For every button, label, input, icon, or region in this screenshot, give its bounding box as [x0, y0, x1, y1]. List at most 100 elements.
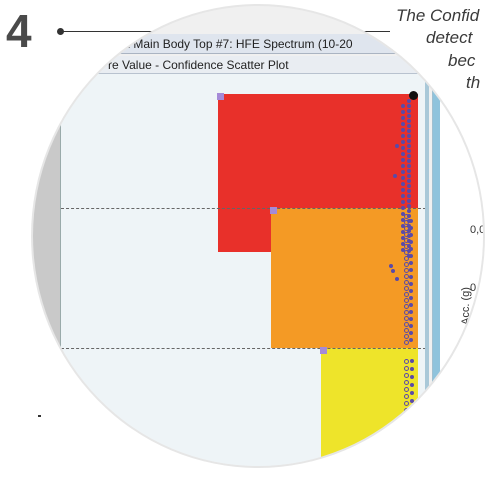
data-point	[407, 119, 411, 123]
data-point	[404, 380, 409, 385]
data-point	[407, 144, 411, 148]
data-point	[410, 359, 414, 363]
side-chart-area: Acc. (g) 0,00 0,00 0,000	[440, 60, 483, 466]
data-point	[401, 104, 405, 108]
left-panel	[33, 74, 60, 466]
data-point	[410, 367, 414, 371]
zone-marker-red	[217, 93, 224, 100]
data-point	[404, 401, 409, 406]
data-point	[410, 423, 414, 427]
data-point	[404, 373, 409, 378]
data-point	[407, 104, 411, 108]
data-point	[410, 463, 414, 466]
data-point	[409, 331, 413, 335]
data-point	[407, 199, 411, 203]
data-point	[409, 226, 413, 230]
data-point	[401, 146, 405, 150]
data-point	[409, 338, 413, 342]
data-point	[410, 391, 414, 395]
data-point	[407, 109, 411, 113]
data-point	[409, 240, 413, 244]
data-point	[401, 194, 405, 198]
data-point	[401, 200, 405, 204]
data-point	[401, 164, 405, 168]
data-point	[393, 174, 397, 178]
data-point	[407, 174, 411, 178]
data-point	[401, 206, 405, 210]
data-point	[404, 359, 409, 364]
data-point	[410, 439, 414, 443]
zone-yellow	[321, 348, 418, 466]
data-point	[401, 170, 405, 174]
data-point	[407, 194, 411, 198]
data-point	[401, 158, 405, 162]
data-point	[404, 422, 409, 427]
data-point	[407, 164, 411, 168]
data-point	[410, 407, 414, 411]
data-point	[407, 169, 411, 173]
data-point	[409, 289, 413, 293]
data-point	[407, 209, 411, 213]
data-point	[404, 366, 409, 371]
data-point	[404, 436, 409, 441]
data-point	[401, 140, 405, 144]
data-point	[410, 375, 414, 379]
side-tick-1: 0,00	[470, 224, 483, 236]
data-point	[409, 324, 413, 328]
data-point	[407, 99, 411, 103]
data-point	[407, 124, 411, 128]
data-point	[401, 134, 405, 138]
data-point	[404, 415, 409, 420]
data-point	[401, 116, 405, 120]
data-point	[395, 277, 399, 281]
data-point	[404, 394, 409, 399]
data-point	[404, 457, 409, 462]
threshold-line-2	[61, 348, 426, 349]
data-point	[407, 184, 411, 188]
data-point	[401, 188, 405, 192]
data-point	[391, 269, 395, 273]
data-point	[401, 110, 405, 114]
data-point	[410, 455, 414, 459]
data-point	[409, 296, 413, 300]
data-point	[404, 214, 409, 219]
data-point	[401, 122, 405, 126]
scatter-plot-area[interactable]	[60, 74, 426, 466]
data-point	[389, 264, 393, 268]
data-point	[401, 182, 405, 186]
data-point	[409, 310, 413, 314]
data-point	[404, 429, 409, 434]
data-point	[407, 179, 411, 183]
step-number: 4	[6, 8, 32, 54]
data-point	[407, 139, 411, 143]
side-tick-2: 0,00	[470, 282, 483, 294]
data-point	[409, 233, 413, 237]
data-point	[410, 447, 414, 451]
data-point	[410, 399, 414, 403]
data-point	[401, 152, 405, 156]
data-point	[404, 450, 409, 455]
data-point	[404, 464, 409, 466]
data-point	[407, 134, 411, 138]
zone-marker-orange	[270, 207, 277, 214]
magnifier-lens: arbox Main Body Top #7: HFE Spectrum (10…	[33, 6, 483, 466]
data-point	[404, 443, 409, 448]
data-point	[409, 268, 413, 272]
window-title: arbox Main Body Top #7: HFE Spectrum (10…	[33, 34, 450, 54]
data-point	[410, 431, 414, 435]
data-point	[401, 176, 405, 180]
data-point	[409, 247, 413, 251]
data-point	[409, 254, 413, 258]
data-point	[407, 154, 411, 158]
data-point	[407, 189, 411, 193]
data-point	[409, 317, 413, 321]
threshold-line-1	[61, 208, 426, 209]
data-point	[409, 261, 413, 265]
data-point	[404, 387, 409, 392]
data-point	[409, 303, 413, 307]
data-point	[395, 144, 399, 148]
data-point	[407, 149, 411, 153]
data-point	[404, 408, 409, 413]
data-point	[409, 282, 413, 286]
data-point	[407, 159, 411, 163]
